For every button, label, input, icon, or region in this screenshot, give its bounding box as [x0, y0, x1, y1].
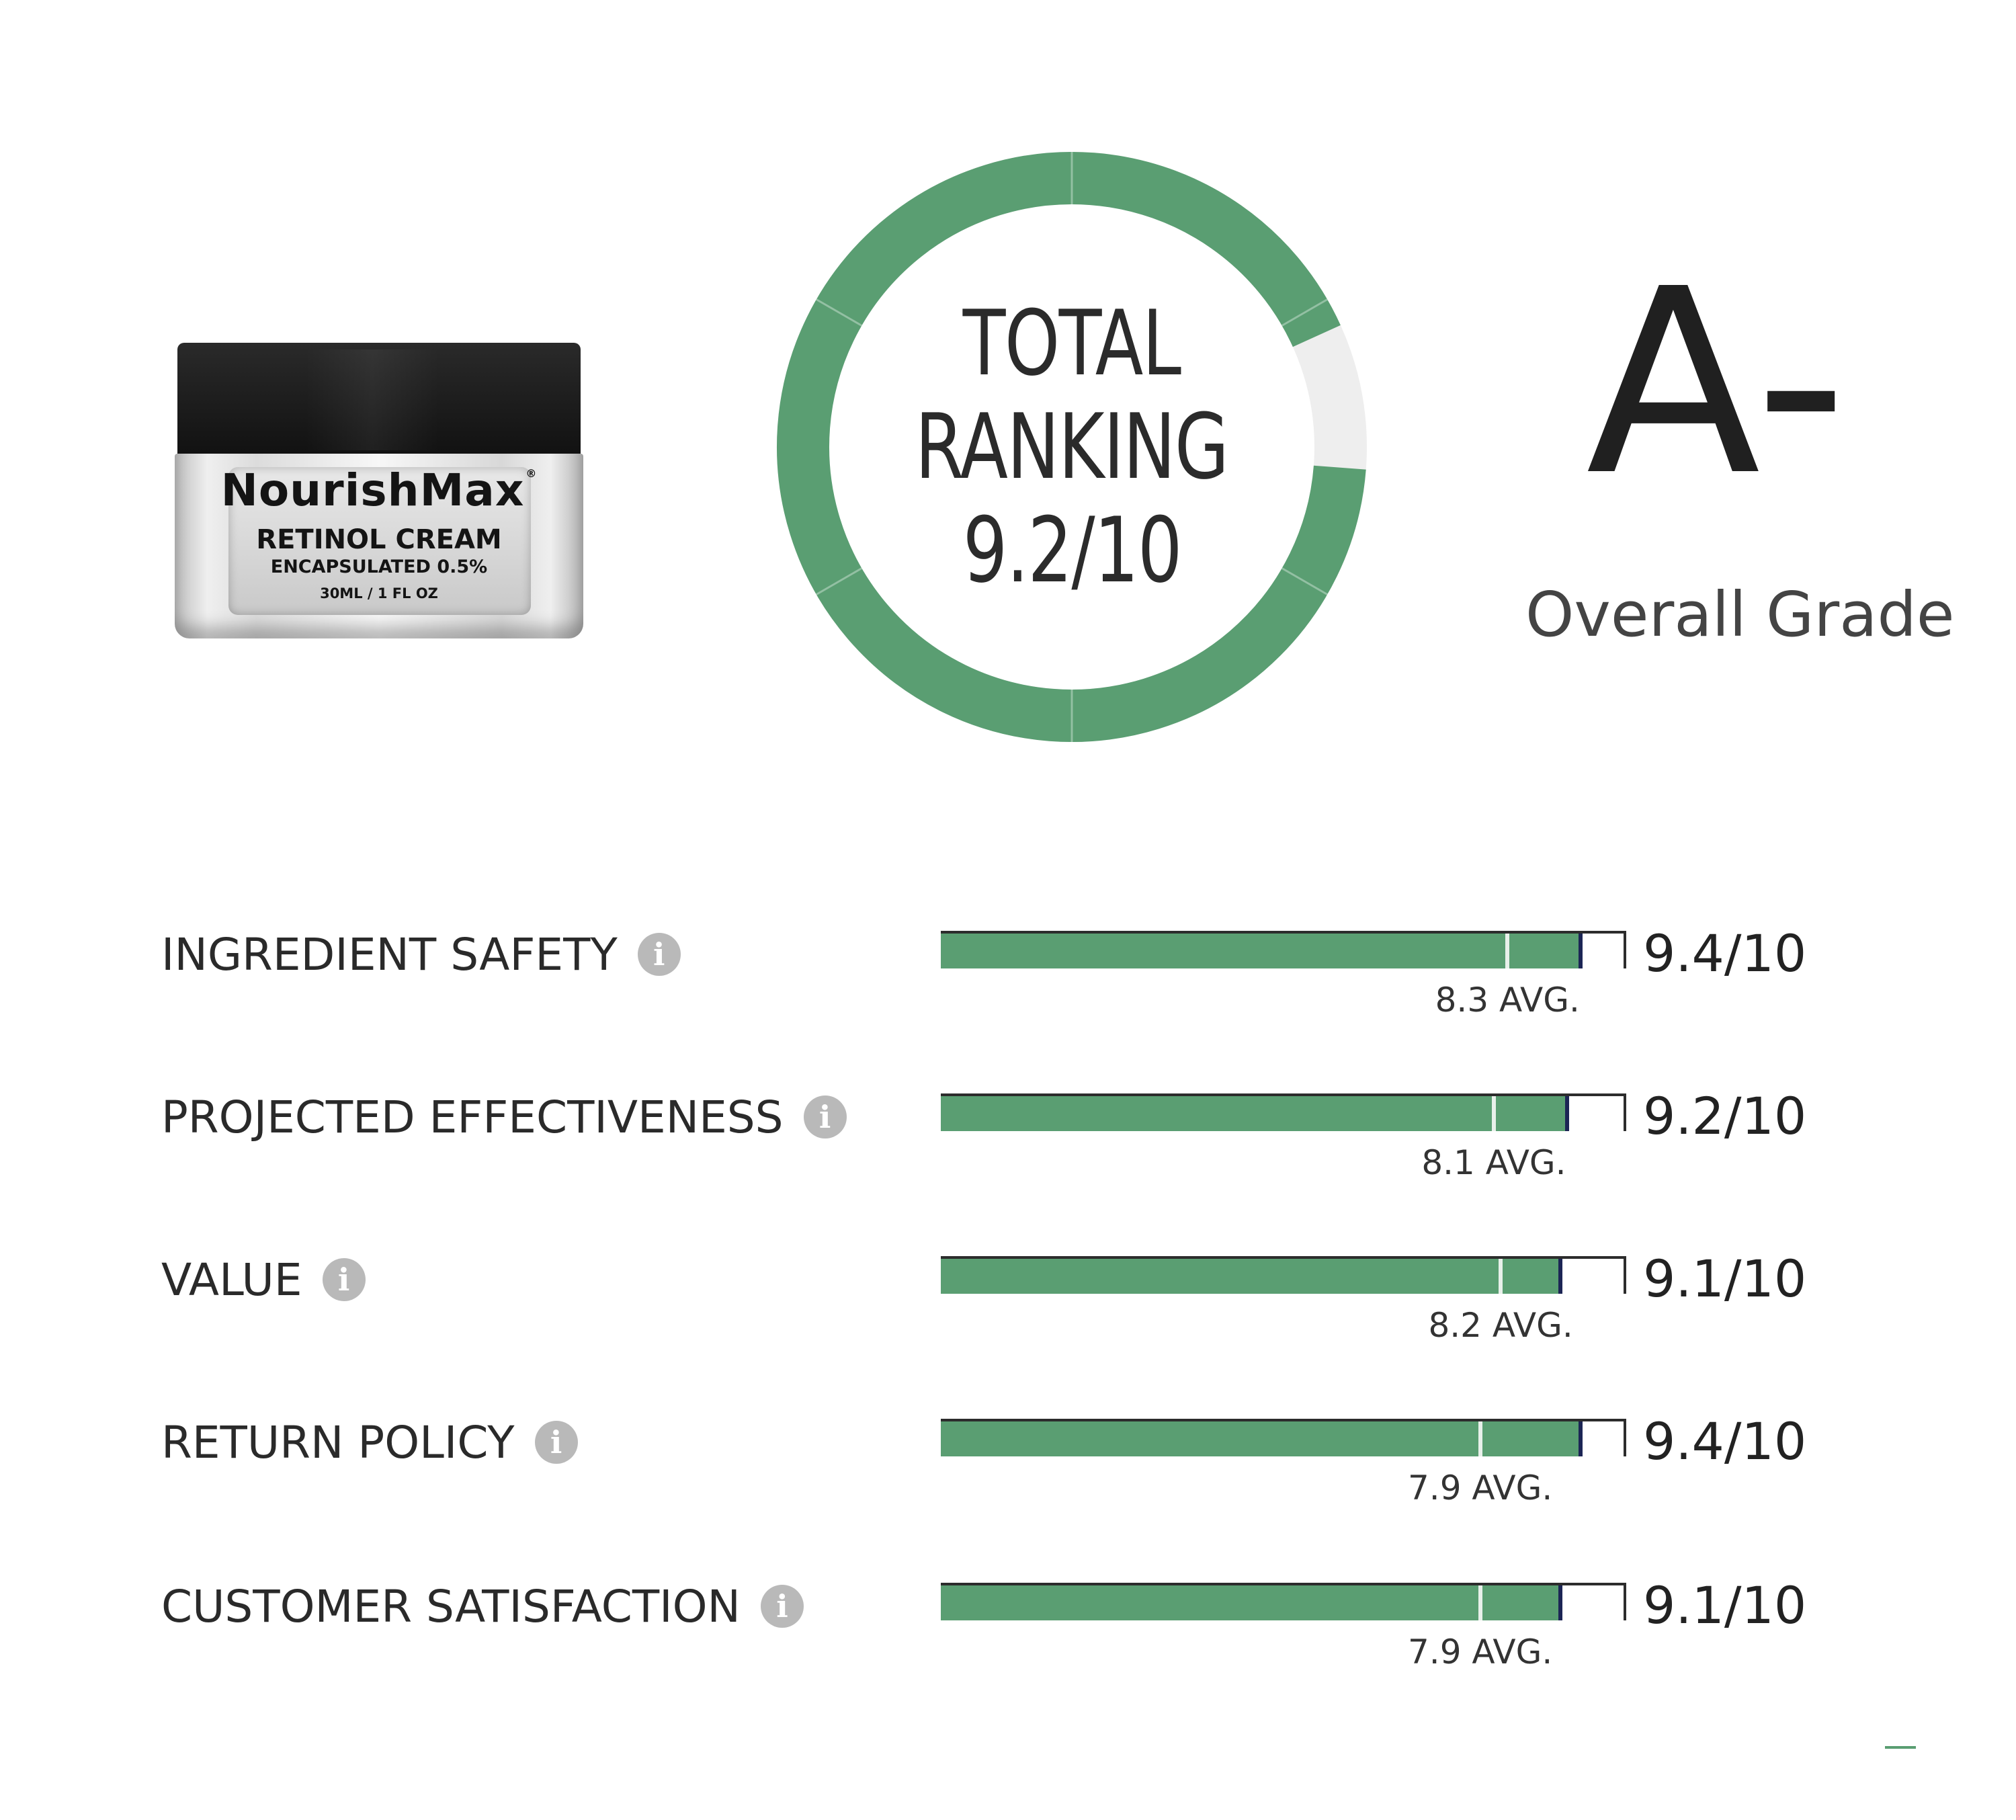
- average-marker: [1499, 1259, 1503, 1294]
- average-label: 7.9 AVG.: [1407, 1469, 1553, 1507]
- score-bar: 8.2 AVG.: [941, 1256, 1626, 1345]
- criterion-label: VALUE i: [161, 1249, 366, 1310]
- donut-score-arc: [777, 151, 1367, 742]
- criterion-score: 9.4/10: [1643, 1411, 1807, 1471]
- score-bar-fill: [941, 1421, 1583, 1456]
- criterion-score: 9.1/10: [1643, 1575, 1807, 1635]
- donut-segment-divider: [1281, 298, 1328, 327]
- info-icon[interactable]: i: [803, 1095, 847, 1139]
- criterion-value: VALUE i 8.2 AVG. 9.1/10: [0, 1236, 2016, 1370]
- average-marker: [1478, 1585, 1482, 1620]
- jar-label: NourishMax ® RETINOL CREAM ENCAPSULATED 0…: [175, 454, 583, 638]
- criterion-score: 9.2/10: [1643, 1085, 1807, 1146]
- info-icon[interactable]: i: [760, 1585, 804, 1628]
- score-bar: 7.9 AVG.: [941, 1419, 1626, 1507]
- jar-lid: [177, 343, 581, 457]
- product-concentration: ENCAPSULATED 0.5%: [270, 556, 488, 577]
- average-marker: [1505, 934, 1510, 968]
- score-bar-fill: [941, 1259, 1562, 1294]
- total-ranking-text: TOTAL RANKING 9.2/10: [773, 148, 1371, 746]
- average-label: 7.9 AVG.: [1407, 1632, 1553, 1671]
- jar-body: NourishMax ® RETINOL CREAM ENCAPSULATED 0…: [175, 454, 583, 638]
- score-bar-fill: [941, 1096, 1569, 1131]
- product-brand: NourishMax ®: [220, 464, 538, 516]
- product-name: RETINOL CREAM: [256, 524, 502, 555]
- score-bar-fill: [941, 1585, 1562, 1620]
- info-icon[interactable]: i: [534, 1421, 578, 1464]
- product-image: NourishMax ® RETINOL CREAM ENCAPSULATED 0…: [175, 343, 585, 638]
- product-size: 30ML / 1 FL OZ: [320, 585, 438, 602]
- info-icon[interactable]: i: [637, 933, 681, 976]
- criterion-label: PROJECTED EFFECTIVENESS i: [161, 1087, 847, 1147]
- average-label: 8.2 AVG.: [1428, 1306, 1573, 1345]
- criterion-score: 9.1/10: [1643, 1248, 1807, 1309]
- total-ranking-line1: TOTAL: [963, 291, 1181, 396]
- info-icon[interactable]: i: [322, 1258, 366, 1301]
- total-ranking-line2: RANKING: [915, 395, 1229, 499]
- average-label: 8.3 AVG.: [1435, 981, 1580, 1020]
- criterion-label: INGREDIENT SAFETY i: [161, 924, 681, 985]
- score-bar: 8.1 AVG.: [941, 1093, 1626, 1182]
- criterion-label: CUSTOMER SATISFACTION i: [161, 1576, 804, 1637]
- average-marker: [1491, 1096, 1496, 1131]
- score-bar-fill: [941, 934, 1583, 968]
- criterion-customer-satisfaction: CUSTOMER SATISFACTION i 7.9 AVG. 9.1/10: [0, 1563, 2016, 1697]
- criterion-projected-effectiveness: PROJECTED EFFECTIVENESS i 8.1 AVG. 9.2/1…: [0, 1073, 2016, 1208]
- criterion-label: RETURN POLICY i: [161, 1412, 578, 1473]
- criterion-return-policy: RETURN POLICY i 7.9 AVG. 9.4/10: [0, 1399, 2016, 1533]
- donut-segment-divider: [816, 567, 863, 595]
- criterion-ingredient-safety: INGREDIENT SAFETY i 8.3 AVG. 9.4/10: [0, 911, 2016, 1045]
- total-ranking-score: 9.2/10: [962, 498, 1182, 603]
- jar-window: [228, 467, 531, 615]
- total-ranking-donut: [777, 151, 1367, 742]
- registered-mark: ®: [526, 467, 538, 480]
- donut-segment-divider: [1281, 567, 1328, 595]
- criterion-score: 9.4/10: [1643, 923, 1807, 983]
- corner-dash: [1885, 1746, 1916, 1749]
- donut-segment-divider: [816, 298, 863, 327]
- overall-grade-caption: Overall Grade: [1525, 579, 1955, 651]
- score-bar: 7.9 AVG.: [941, 1583, 1626, 1671]
- average-marker: [1478, 1421, 1482, 1456]
- score-bar: 8.3 AVG.: [941, 931, 1626, 1020]
- average-label: 8.1 AVG.: [1421, 1143, 1566, 1182]
- overall-grade: A-: [1586, 234, 1847, 532]
